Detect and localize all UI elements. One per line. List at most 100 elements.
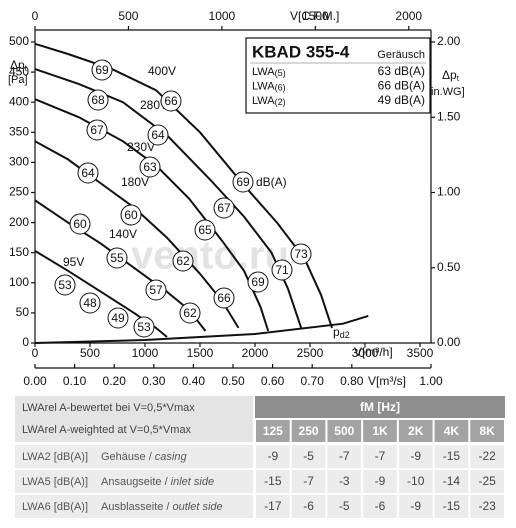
y-tick-label: 300 xyxy=(9,155,29,169)
annotation-circle xyxy=(145,279,167,301)
cell: -7 xyxy=(339,449,350,463)
cell: -5 xyxy=(303,449,314,463)
y-tick-label: 450 xyxy=(9,64,29,78)
annotation: 53 xyxy=(137,320,151,334)
cell-bg xyxy=(327,470,362,493)
y2-axis-title: Δpt xyxy=(442,68,460,83)
x3-tick-label: 0.20 xyxy=(103,374,127,388)
annotation-circle xyxy=(247,271,269,293)
annotation-circle xyxy=(213,287,235,309)
cell: -23 xyxy=(478,499,496,513)
legend-label: LWA(6) xyxy=(252,80,286,92)
cell-bg xyxy=(256,495,290,518)
cell: -6 xyxy=(303,499,314,513)
cell-bg xyxy=(398,495,433,518)
legend-value: 66 dB(A) xyxy=(378,79,425,93)
legend-sub: (5) xyxy=(275,68,286,78)
x2-tick-label: 0 xyxy=(32,9,39,23)
y2-tick-label: 0.50 xyxy=(437,260,461,274)
cell: -6 xyxy=(375,499,386,513)
curve xyxy=(34,42,333,329)
series-name: p xyxy=(333,325,340,339)
annotation-circle xyxy=(139,156,161,178)
annotation-circle xyxy=(147,124,169,146)
cell-bg xyxy=(434,495,469,518)
cell-bg xyxy=(363,470,397,493)
annotation-circle xyxy=(194,219,216,241)
column-header-bg xyxy=(256,420,290,442)
annotation: 48 xyxy=(83,296,97,310)
cell-bg xyxy=(291,495,326,518)
series-label: 230V xyxy=(127,140,155,154)
cell: -7 xyxy=(303,474,314,488)
legend-name: LWA xyxy=(252,66,275,78)
y-tick-label: 150 xyxy=(9,245,29,259)
annotation: 63 xyxy=(143,160,157,174)
cell: -5 xyxy=(339,499,350,513)
cell-bg xyxy=(291,470,326,493)
x2-tick-label: 500 xyxy=(118,9,138,23)
group-header-bg xyxy=(255,396,505,418)
y-tick-label: 50 xyxy=(16,305,30,319)
cell: -14 xyxy=(443,474,461,488)
x-tick-label: 3500 xyxy=(407,346,434,360)
annotation-circle xyxy=(79,292,101,314)
cell-bg xyxy=(327,495,362,518)
cell: -25 xyxy=(478,474,496,488)
legend-name: LWA xyxy=(252,95,275,107)
cell-bg xyxy=(291,445,326,468)
legend-value: 63 dB(A) xyxy=(378,64,425,78)
row-en: casing xyxy=(155,451,188,463)
cell-bg xyxy=(470,445,504,468)
column-header: 8K xyxy=(479,424,495,438)
annotation: 53 xyxy=(58,278,72,292)
cell-bg xyxy=(327,445,362,468)
y2-label-sub: t xyxy=(457,74,460,83)
x-tick-label: 1000 xyxy=(132,346,159,360)
annotation-circle xyxy=(54,274,76,296)
annotation: 69 xyxy=(236,175,250,189)
cell: -7 xyxy=(375,449,386,463)
y-tick-label: 200 xyxy=(9,215,29,229)
x3-tick-label: 0.80 xyxy=(340,374,364,388)
legend-box xyxy=(245,37,431,114)
series-name: 400V xyxy=(148,64,176,78)
annotation: 66 xyxy=(217,291,231,305)
series-label: pd2 xyxy=(333,325,350,340)
series-label: 180V xyxy=(121,175,149,189)
x3-axis-title: V[m³/s] xyxy=(368,374,406,388)
y2-tick-label: 2.00 xyxy=(437,34,461,48)
x2-tick-label: 1500 xyxy=(302,9,329,23)
row-label-bg xyxy=(15,495,253,518)
annotation: 62 xyxy=(183,306,197,320)
row-de: Gehäuse / xyxy=(101,451,153,463)
annotation: 62 xyxy=(176,254,190,268)
annotation-circle xyxy=(271,259,293,281)
x3-tick-label: 1.00 xyxy=(419,374,443,388)
cell: -17 xyxy=(264,499,282,513)
y-label-sub: t xyxy=(25,64,28,73)
annotation: 68 xyxy=(91,93,105,107)
y2-label: Δp xyxy=(442,68,457,82)
cell: -9 xyxy=(375,474,386,488)
x3-tick-label: 0.00 xyxy=(23,374,47,388)
legend-sub: (2) xyxy=(275,97,286,107)
cell-bg xyxy=(398,445,433,468)
series-name: 180V xyxy=(121,175,149,189)
x-tick-label: 500 xyxy=(80,346,100,360)
legend-header: Geräusch xyxy=(377,49,425,61)
cell: -9 xyxy=(268,449,279,463)
annotation: 73 xyxy=(294,247,308,261)
y-unit: [Pa] xyxy=(8,74,28,86)
column-header-bg xyxy=(291,420,326,442)
x2-tick-label: 1000 xyxy=(209,9,236,23)
x-tick-label: 0 xyxy=(32,346,39,360)
annotation-circle xyxy=(232,171,254,193)
y2-unit: [in.WG] xyxy=(428,86,465,98)
column-header-bg xyxy=(470,420,504,442)
x2-axis-title: V[C.F.M.] xyxy=(290,9,339,23)
annotation: 65 xyxy=(198,223,212,237)
series-label: 400V xyxy=(148,64,176,78)
legend-label: LWA(5) xyxy=(252,66,286,78)
annotation: 60 xyxy=(124,208,138,222)
